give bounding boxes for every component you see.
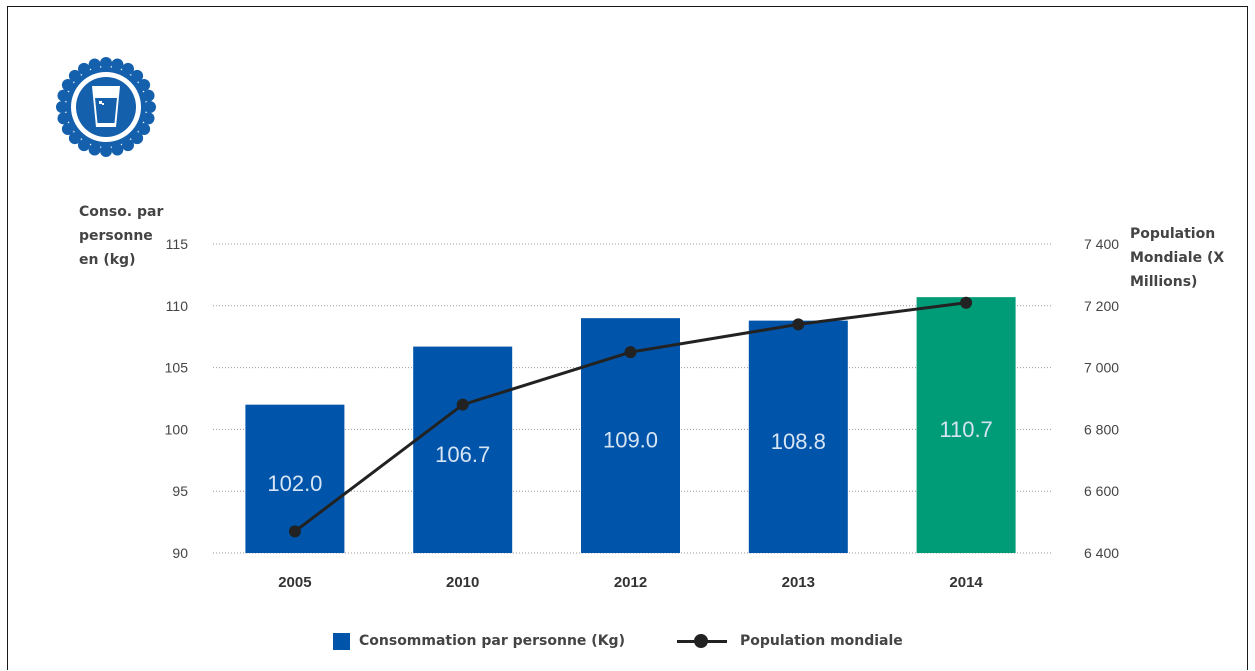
category-label: 2012 [614, 574, 647, 591]
bar-data-label: 109.0 [603, 428, 658, 453]
population-point [960, 297, 972, 309]
right-tick-label: 7 200 [1084, 298, 1119, 314]
population-point [457, 399, 469, 411]
legend-item-population: Population mondiale [677, 629, 903, 653]
legend-label-population: Population mondiale [740, 633, 903, 649]
left-tick-label: 105 [165, 360, 189, 376]
right-tick-label: 6 600 [1084, 483, 1119, 499]
category-label: 2014 [949, 574, 983, 591]
left-tick-label: 100 [165, 421, 189, 437]
left-tick-label: 90 [172, 545, 188, 561]
bar-data-label: 110.7 [939, 417, 992, 442]
right-tick-label: 6 800 [1084, 421, 1119, 437]
right-tick-label: 7 400 [1084, 236, 1119, 252]
category-label: 2013 [782, 574, 815, 591]
right-tick-label: 7 000 [1084, 360, 1119, 376]
legend-label-consommation: Consommation par personne (Kg) [359, 633, 625, 649]
category-label: 2010 [446, 574, 479, 591]
legend-bar-swatch [333, 633, 350, 650]
bar-data-label: 108.8 [771, 429, 826, 454]
bar-data-label: 106.7 [435, 442, 490, 467]
population-point [792, 318, 804, 330]
population-point [625, 346, 637, 358]
category-label: 2005 [278, 574, 311, 591]
left-tick-label: 110 [166, 298, 189, 314]
legend-line-swatch [677, 634, 727, 648]
bar-data-label: 102.0 [267, 471, 322, 496]
left-tick-label: 115 [166, 236, 189, 252]
left-tick-label: 95 [172, 483, 188, 499]
population-point [289, 525, 301, 537]
legend-item-consommation: Consommation par personne (Kg) [333, 629, 625, 653]
right-tick-label: 6 400 [1084, 545, 1119, 561]
